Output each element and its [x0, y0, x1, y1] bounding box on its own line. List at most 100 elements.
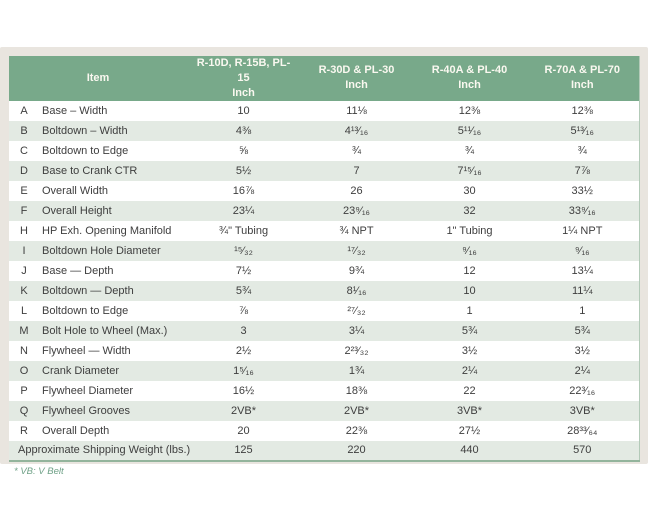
table-row: I Boltdown Hole Diameter ¹⁵⁄₃₂ ¹⁷⁄₃₂ ⁹⁄₁…: [9, 240, 639, 261]
table-row: R Overall Depth 20 22⅜ 27½ 28³³⁄₆₄: [9, 420, 639, 441]
row-letter: D: [20, 164, 28, 177]
value-cell: 3½: [461, 344, 478, 357]
value-cell: 1: [466, 304, 473, 317]
row-letter: L: [20, 304, 28, 317]
value-cell: 1¾: [348, 364, 365, 377]
row-letter: Q: [19, 404, 29, 417]
value-cell: 12⅜: [458, 104, 481, 117]
row-item-label: Boltdown to Edge: [42, 144, 129, 157]
unit-label: Inch: [458, 79, 481, 92]
value-cell: 125: [234, 444, 253, 457]
header-row: Item R-10D, R-15B, PL-15 Inch R-30D & PL…: [9, 56, 639, 101]
value-cell: 22: [463, 384, 476, 397]
value-cell: 28³³⁄₆₄: [567, 424, 598, 437]
value-cell: 7⅞: [574, 164, 590, 177]
value-cell: 27½: [458, 424, 481, 437]
value-cell: 12: [463, 264, 476, 277]
row-item-label: Overall Height: [42, 204, 112, 217]
value-cell: 10: [237, 104, 250, 117]
table-row: L Boltdown to Edge ⅞ ²⁷⁄₃₂ 1 1: [9, 300, 639, 321]
model-column-header: R-40A & PL-40 Inch: [413, 56, 526, 101]
value-cell: 5¾: [235, 284, 252, 297]
value-cell: 2VB*: [230, 404, 257, 417]
row-item-label: Base to Crank CTR: [42, 164, 138, 177]
row-letter: I: [22, 244, 26, 257]
vb-footnote: * VB: V Belt: [14, 466, 64, 477]
row-item-label: Bolt Hole to Wheel (Max.): [42, 324, 168, 337]
value-cell: 3VB*: [569, 404, 595, 417]
row-item-label: Base — Depth: [42, 264, 114, 277]
unit-label: Inch: [345, 79, 368, 92]
value-cell: 440: [460, 444, 479, 457]
row-letter: A: [20, 104, 28, 117]
value-cell: 5¹¹⁄₁₆: [457, 124, 482, 137]
spec-table: Item R-10D, R-15B, PL-15 Inch R-30D & PL…: [9, 56, 640, 462]
value-cell: 11⅛: [346, 104, 367, 117]
row-letter: J: [21, 264, 27, 277]
shipping-weight-row: Approximate Shipping Weight (lbs.) 125 2…: [9, 440, 639, 461]
row-item-label: Boltdown Hole Diameter: [42, 244, 161, 257]
value-cell: 10: [463, 284, 476, 297]
row-item-label: Boltdown — Depth: [42, 284, 134, 297]
unit-label: Inch: [570, 79, 594, 92]
value-cell: 1¼ NPT: [562, 224, 603, 237]
table-row: K Boltdown — Depth 5¾ 8¹⁄₁₆ 10 11¼: [9, 280, 639, 301]
unit-label: Inch: [232, 86, 255, 99]
model-column-header: R-70A & PL-70 Inch: [526, 56, 639, 101]
value-cell: ¹⁵⁄₃₂: [234, 244, 253, 257]
value-cell: ⅞: [238, 304, 249, 317]
value-cell: 7½: [235, 264, 252, 277]
value-cell: 18⅜: [345, 384, 368, 397]
table-row: C Boltdown to Edge ⅝ ¾ ¾ ¾: [9, 140, 639, 161]
value-cell: ¾: [351, 144, 362, 157]
value-cell: 570: [573, 444, 592, 457]
value-cell: 20: [237, 424, 250, 437]
row-letter: K: [20, 284, 28, 297]
value-cell: 2¼: [574, 364, 590, 377]
row-item-label: Overall Depth: [42, 424, 110, 437]
table-row: P Flywheel Diameter 16½ 18⅜ 22 22³⁄₁₆: [9, 380, 639, 401]
value-cell: 3¼: [348, 324, 365, 337]
item-column-header: Item: [9, 56, 187, 101]
value-cell: 23¼: [232, 204, 255, 217]
spec-table-panel: Item R-10D, R-15B, PL-15 Inch R-30D & PL…: [0, 47, 648, 464]
value-cell: 7: [353, 164, 360, 177]
value-cell: 3½: [574, 344, 590, 357]
row-item-label: Boltdown to Edge: [42, 304, 129, 317]
value-cell: 4¹³⁄₁₆: [344, 124, 369, 137]
table-row: F Overall Height 23¼ 23⁹⁄₁₆ 32 33⁹⁄₁₆: [9, 200, 639, 221]
table-row: B Boltdown – Width 4⅜ 4¹³⁄₁₆ 5¹¹⁄₁₆ 5¹³⁄…: [9, 120, 639, 141]
row-letter: O: [19, 364, 29, 377]
value-cell: 13¼: [571, 264, 593, 277]
table-row: O Crank Diameter 1⁵⁄₁₆ 1¾ 2¼ 2¼: [9, 360, 639, 381]
row-item-label: Crank Diameter: [42, 364, 120, 377]
value-cell: 5¾: [574, 324, 590, 337]
value-cell: 33⁹⁄₁₆: [568, 204, 596, 217]
value-cell: 5¹³⁄₁₆: [570, 124, 594, 137]
row-letter: B: [20, 124, 28, 137]
table-row: Q Flywheel Grooves 2VB* 2VB* 3VB* 3VB*: [9, 400, 639, 421]
model-name: R-10D, R-15B, PL-15: [196, 57, 291, 84]
value-cell: ⁹⁄₁₆: [574, 244, 590, 257]
table-row: N Flywheel — Width 2½ 2²³⁄₃₂ 3½ 3½: [9, 340, 639, 361]
model-name: R-40A & PL-40: [431, 64, 508, 77]
value-cell: 3VB*: [456, 404, 483, 417]
value-cell: ²⁷⁄₃₂: [347, 304, 366, 317]
value-cell: 32: [463, 204, 476, 217]
row-item-label: HP Exh. Opening Manifold: [42, 224, 172, 237]
value-cell: 2VB*: [343, 404, 370, 417]
table-row: M Bolt Hole to Wheel (Max.) 3 3¼ 5¾ 5¾: [9, 320, 639, 341]
value-cell: 5¾: [461, 324, 478, 337]
row-letter: H: [20, 224, 28, 237]
value-cell: 1⁵⁄₁₆: [233, 364, 254, 377]
row-item-label: Flywheel Grooves: [42, 404, 131, 417]
table-row: A Base – Width 10 11⅛ 12⅜ 12⅜: [9, 100, 639, 121]
row-item-label: Flywheel — Width: [42, 344, 131, 357]
value-cell: 1" Tubing: [446, 224, 493, 237]
value-cell: 33½: [571, 184, 593, 197]
row-item-label: Boltdown – Width: [42, 124, 128, 137]
spec-table-body: A Base – Width 10 11⅛ 12⅜ 12⅜ B Boltdown…: [9, 100, 639, 461]
table-row: E Overall Width 16⅞ 26 30 33½: [9, 180, 639, 201]
value-cell: 16½: [232, 384, 255, 397]
